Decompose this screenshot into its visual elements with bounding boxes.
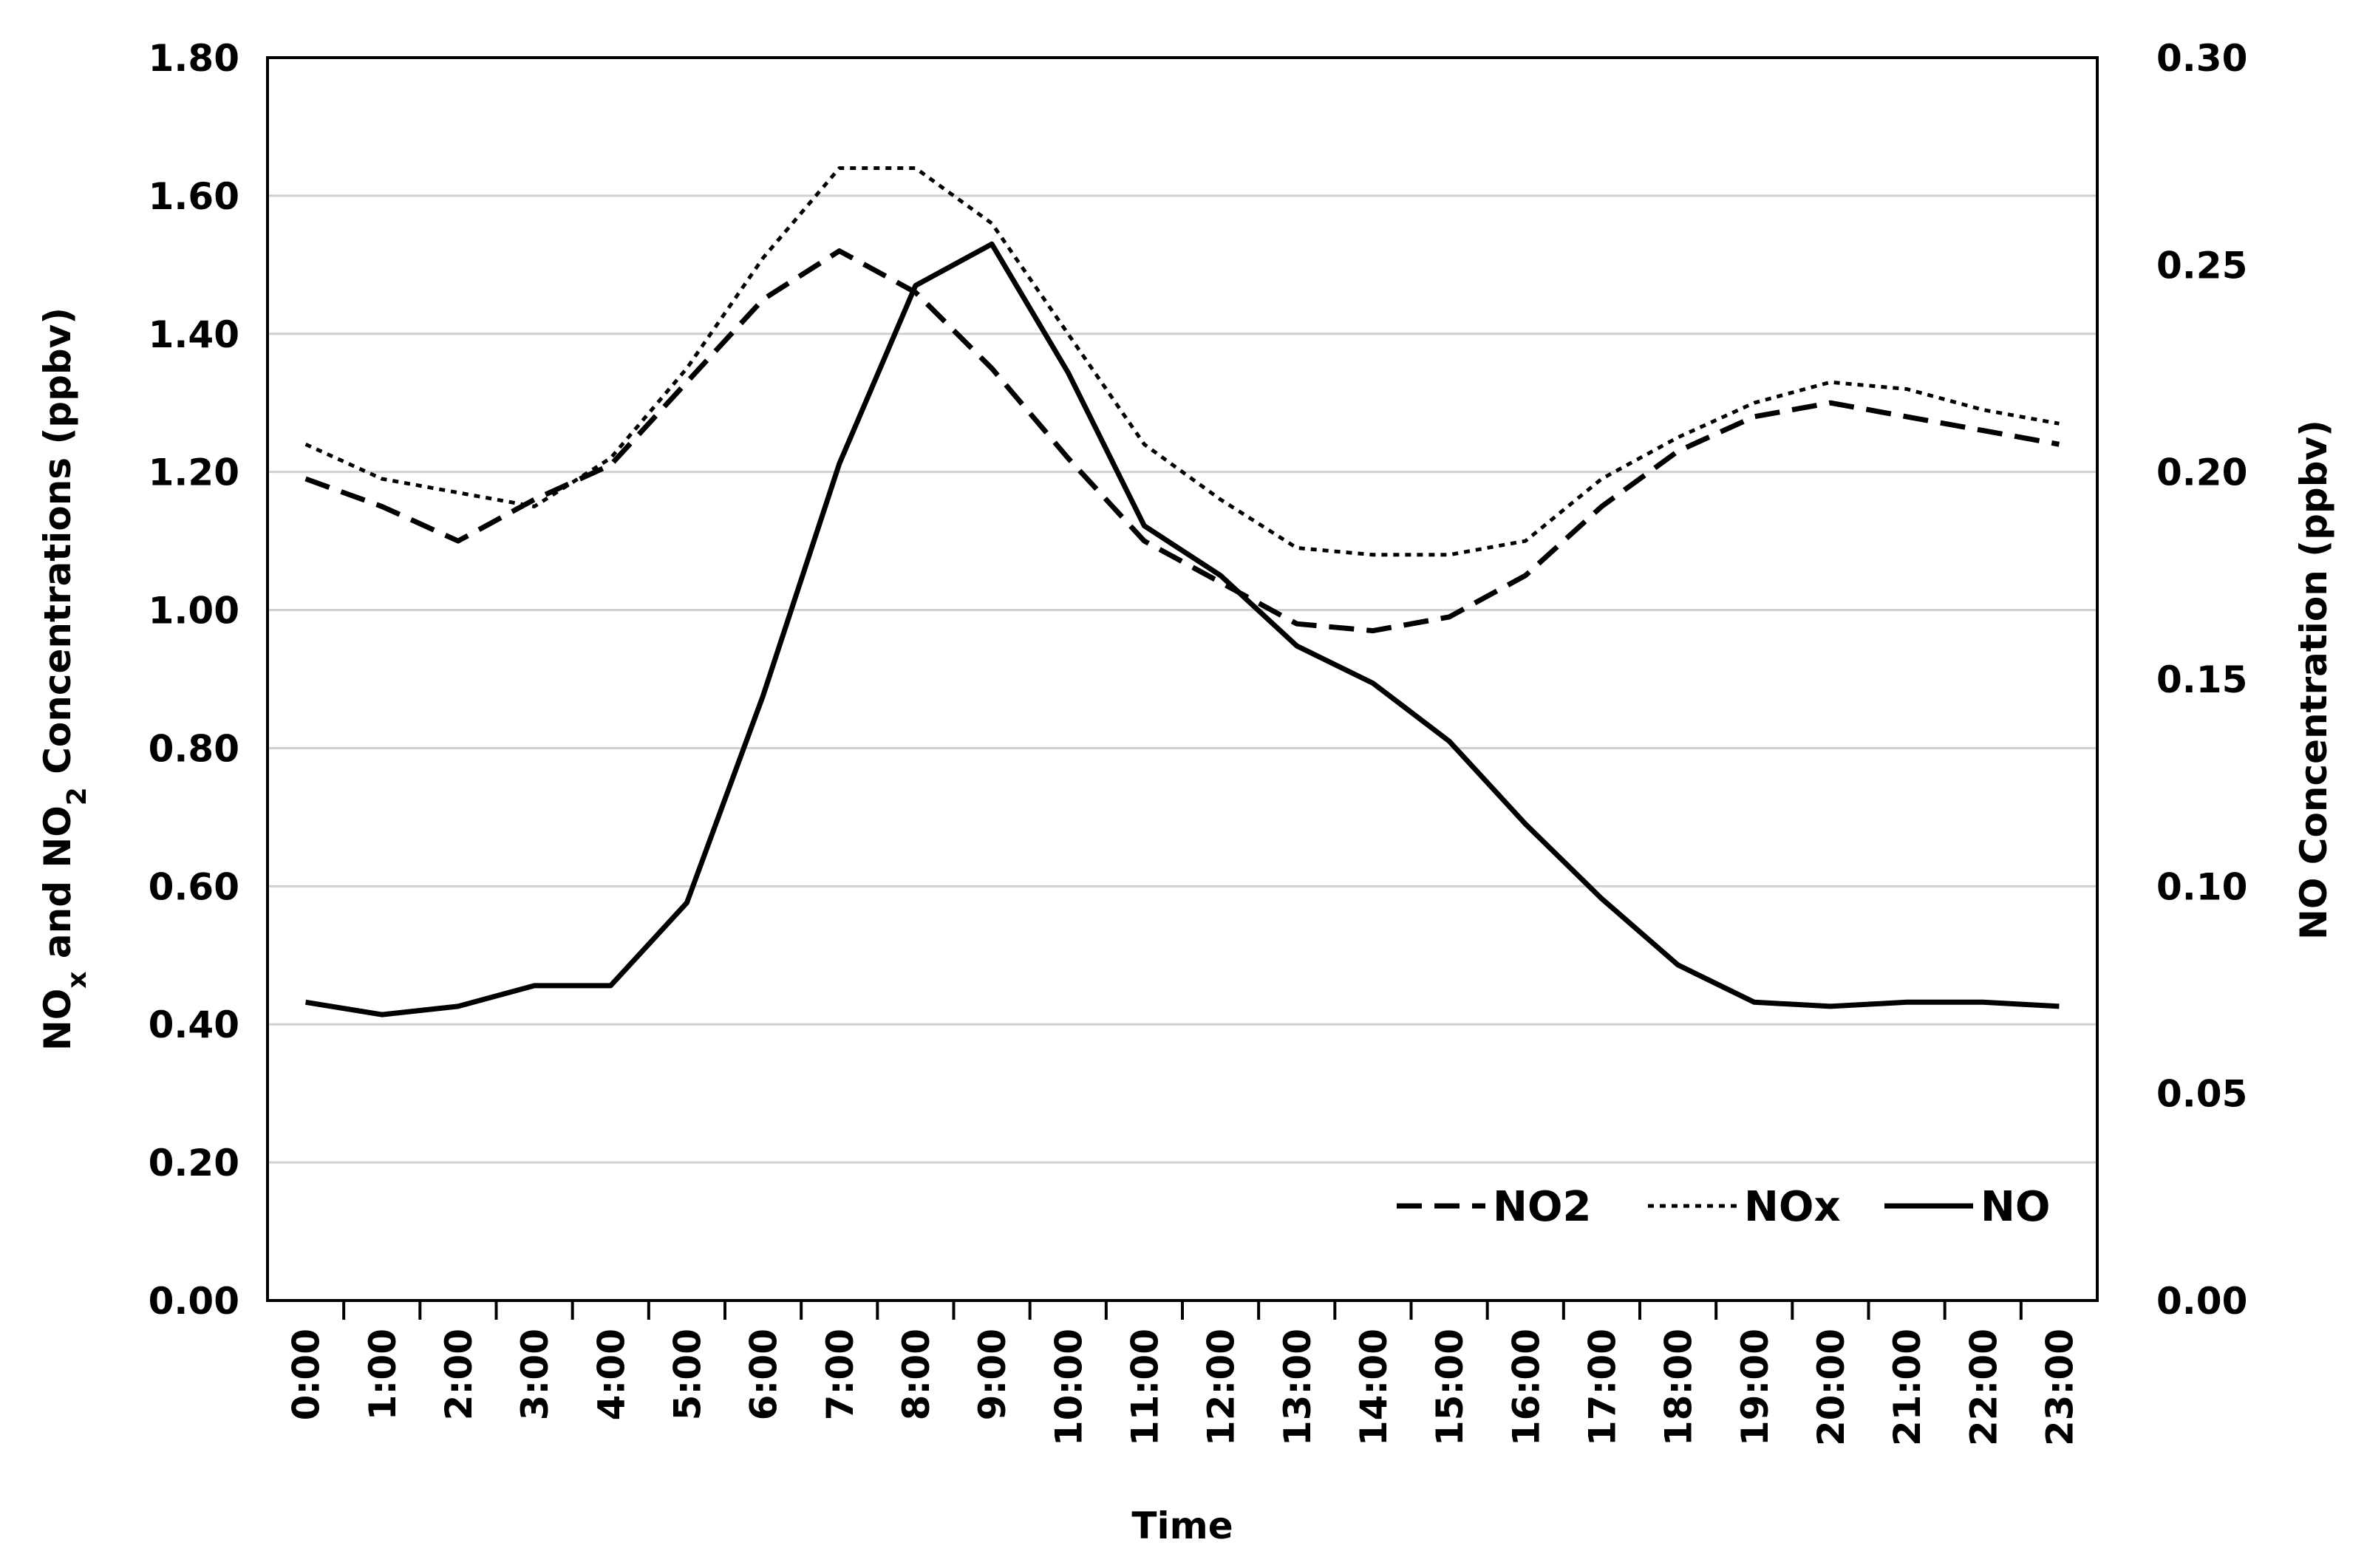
- x-tick-label: 2:00: [437, 1329, 480, 1420]
- left-y-title-subscript: 2: [62, 787, 92, 805]
- x-tick-label: 14:00: [1352, 1329, 1395, 1446]
- x-tick-label: 3:00: [514, 1329, 556, 1420]
- x-tick-label: 15:00: [1428, 1329, 1471, 1446]
- x-tick-label: 16:00: [1505, 1329, 1547, 1446]
- left-y-tick-label: 1.80: [149, 37, 239, 80]
- series-lines: [304, 166, 2060, 1018]
- plot-border: [266, 56, 2099, 1302]
- series-line-no2: [304, 248, 2060, 634]
- series-line-nox: [304, 166, 2060, 557]
- left-y-tick-label: 1.40: [149, 313, 239, 356]
- left-y-title-part: and NO: [36, 805, 79, 971]
- left-y-tick-label: 0.80: [149, 727, 239, 770]
- left-y-axis: 0.00 0.20 0.40 0.60 0.80 1.00 1.20 1.40 1.60 1.80: [149, 37, 239, 1323]
- right-y-tick-label: 0.25: [2156, 244, 2247, 287]
- x-tick-label: 1:00: [361, 1329, 404, 1420]
- legend-label-no2: NO2: [1493, 1183, 1591, 1231]
- x-tick-label: 9:00: [971, 1329, 1014, 1420]
- left-y-title-part: NO: [36, 989, 79, 1051]
- series-line-no: [305, 241, 2060, 1018]
- left-y-tick-label: 1.60: [149, 175, 239, 218]
- x-tick-label: 19:00: [1734, 1329, 1777, 1446]
- x-axis-title: Time: [1131, 1504, 1233, 1547]
- x-axis-ticks: [342, 1301, 2023, 1320]
- x-tick-label: 10:00: [1047, 1329, 1090, 1446]
- x-tick-label: 6:00: [743, 1329, 786, 1420]
- right-y-tick-label: 0.10: [2156, 865, 2247, 908]
- left-y-tick-label: 0.20: [149, 1142, 239, 1184]
- left-y-tick-label: 0.00: [149, 1280, 239, 1323]
- gridlines: [268, 194, 2097, 1164]
- x-tick-label: 23:00: [2038, 1329, 2081, 1446]
- x-tick-label: 13:00: [1276, 1329, 1319, 1446]
- x-tick-label: 5:00: [666, 1329, 709, 1420]
- right-y-tick-label: 0.30: [2156, 37, 2247, 80]
- x-axis: 0:00 1:00 2:00 3:00 4:00 5:00 6:00 7:00 8:00 9:00…: [285, 1329, 2082, 1446]
- left-y-tick-label: 1.20: [149, 451, 239, 494]
- left-y-title-subscript: x: [62, 972, 92, 989]
- x-tick-label: 18:00: [1658, 1329, 1700, 1446]
- left-y-title-part: Concentrations (ppbv): [36, 307, 79, 787]
- right-y-axis-title: NO Concentration (ppbv): [2292, 420, 2335, 940]
- x-tick-label: 22:00: [1962, 1329, 2005, 1446]
- left-y-tick-label: 0.40: [149, 1003, 239, 1046]
- right-y-axis: 0.00 0.05 0.10 0.15 0.20 0.25 0.30: [2156, 37, 2247, 1323]
- right-y-tick-label: 0.20: [2156, 451, 2247, 494]
- right-y-tick-label: 0.05: [2156, 1073, 2247, 1116]
- x-tick-label: 20:00: [1810, 1329, 1853, 1446]
- left-y-tick-label: 0.60: [149, 865, 239, 908]
- legend-label-no: NO: [1981, 1183, 2050, 1231]
- left-y-axis-title: NOx and NO2 Concentrations (ppbv): [36, 307, 92, 1051]
- x-tick-label: 17:00: [1581, 1329, 1624, 1446]
- x-tick-label: 4:00: [590, 1329, 633, 1420]
- x-tick-label: 12:00: [1200, 1329, 1243, 1446]
- x-tick-label: 0:00: [285, 1329, 328, 1420]
- legend: NO2 NOx NO: [1397, 1183, 2050, 1231]
- right-y-tick-label: 0.15: [2156, 658, 2247, 701]
- x-tick-label: 11:00: [1123, 1329, 1166, 1446]
- left-y-tick-label: 1.00: [149, 590, 239, 633]
- x-tick-label: 21:00: [1886, 1329, 1929, 1446]
- legend-label-nox: NOx: [1744, 1183, 1841, 1231]
- x-tick-label: 7:00: [819, 1329, 862, 1420]
- x-tick-label: 8:00: [895, 1329, 938, 1420]
- right-y-tick-label: 0.00: [2156, 1280, 2247, 1323]
